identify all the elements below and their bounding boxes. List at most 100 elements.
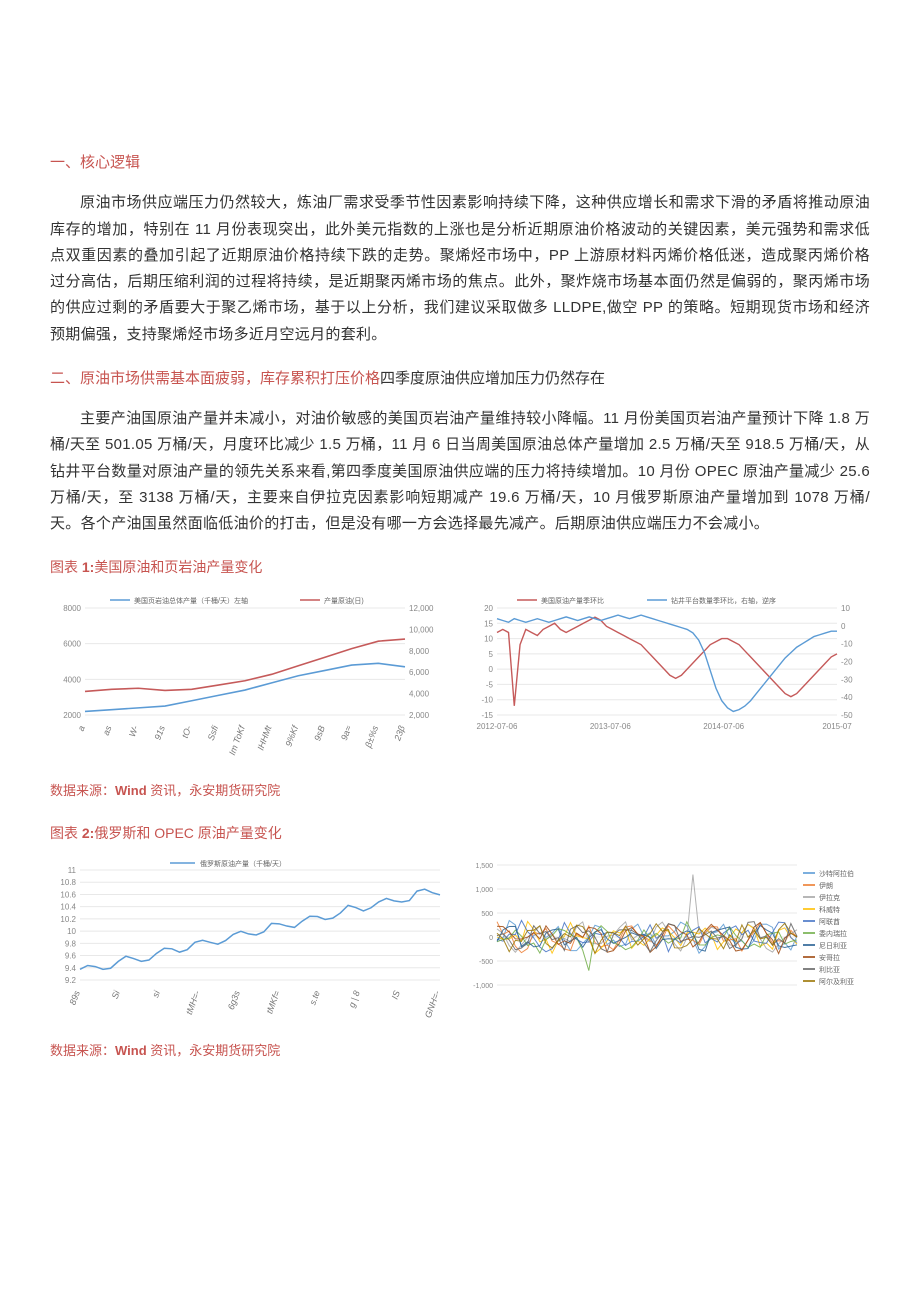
svg-text:10: 10 — [841, 604, 850, 613]
chart1-num: 1: — [82, 559, 94, 575]
svg-text:Ssfi: Ssfi — [206, 723, 221, 741]
svg-text:10: 10 — [67, 927, 76, 936]
svg-text:美国原油产量季环比: 美国原油产量季环比 — [541, 596, 604, 605]
chart-title-1: 图表 1:美国原油和页岩油产量变化 — [50, 555, 870, 580]
svg-text:2013-07-06: 2013-07-06 — [590, 722, 631, 731]
svg-text:1,500: 1,500 — [475, 863, 493, 870]
svg-text:产量原油(日): 产量原油(日) — [324, 596, 364, 605]
svg-text:9a≈: 9a≈ — [339, 724, 354, 742]
svg-text:-5: -5 — [486, 680, 494, 689]
chart1-right: -15-10-505101520-50-40-30-20-10010美国原油产量… — [467, 590, 870, 770]
chart2-text: 俄罗斯和 OPEC 原油产量变化 — [94, 825, 281, 841]
source-prefix-2: 数据来源： — [50, 1043, 115, 1058]
svg-text:89s: 89s — [68, 989, 83, 1007]
svg-text:委内瑞拉: 委内瑞拉 — [819, 929, 847, 938]
paragraph-1: 原油市场供应端压力仍然较大，炼油厂需求受季节性因素影响持续下降，这种供应增长和需… — [50, 190, 870, 348]
chart2-num: 2: — [82, 825, 94, 841]
svg-text:9sB: 9sB — [312, 724, 327, 742]
svg-text:尼日利亚: 尼日利亚 — [819, 941, 847, 950]
svg-text:12,000: 12,000 — [409, 604, 434, 613]
svg-text:美国页岩油总体产量（千桶/天）左轴: 美国页岩油总体产量（千桶/天）左轴 — [134, 596, 248, 605]
svg-text:0: 0 — [841, 622, 846, 631]
source-bold-2: Wind — [115, 1043, 150, 1058]
data-source-1: 数据来源：Wind 资讯，永安期货研究院 — [50, 780, 870, 803]
svg-text:-30: -30 — [841, 675, 853, 684]
chart-row-1: 2000 4000 6000 8000 2,000 4,000 6,000 8,000 10,0… — [50, 590, 870, 770]
svg-text:g | 8: g | 8 — [347, 989, 362, 1009]
svg-text:W-: W- — [127, 724, 140, 738]
svg-text:-40: -40 — [841, 693, 853, 702]
chart2-prefix: 图表 — [50, 825, 82, 841]
paragraph-2: 主要产油国原油产量并未减小，对油价敏感的美国页岩油产量维持较小降幅。11 月份美… — [50, 406, 870, 537]
section-heading-1: 一、核心逻辑 — [50, 150, 870, 176]
svg-text:阿尔及利亚: 阿尔及利亚 — [819, 977, 854, 986]
svg-text:9.8: 9.8 — [65, 939, 77, 948]
svg-text:6g3s: 6g3s — [226, 989, 242, 1011]
svg-text:8,000: 8,000 — [409, 647, 430, 656]
svg-text:9.6: 9.6 — [65, 952, 77, 961]
svg-text:利比亚: 利比亚 — [819, 965, 840, 974]
svg-text:6,000: 6,000 — [409, 668, 430, 677]
svg-text:2015-07: 2015-07 — [822, 722, 852, 731]
chart1-text: 美国原油和页岩油产量变化 — [94, 559, 262, 575]
source-prefix-1: 数据来源： — [50, 783, 115, 798]
chart-row-2: 9.2 9.4 9.6 9.8 10 10.2 10.4 10.6 10.8 11 俄罗斯原油产量（… — [50, 855, 870, 1030]
svg-text:tO-: tO- — [180, 724, 194, 739]
svg-text:科威特: 科威特 — [819, 905, 840, 914]
svg-text:10.4: 10.4 — [60, 903, 76, 912]
svg-text:钻井平台数量季环比，右轴，逆序: 钻井平台数量季环比，右轴，逆序 — [671, 596, 776, 605]
chart2-left: 9.2 9.4 9.6 9.8 10 10.2 10.4 10.6 10.8 11 俄罗斯原油产量（… — [50, 855, 453, 1030]
svg-text:4000: 4000 — [63, 675, 81, 684]
chart1-prefix: 图表 — [50, 559, 82, 575]
svg-text:91s: 91s — [153, 724, 168, 742]
svg-text:9.4: 9.4 — [65, 964, 77, 973]
svg-text:-15: -15 — [481, 711, 493, 720]
svg-text:-20: -20 — [841, 657, 853, 666]
chart1-left: 2000 4000 6000 8000 2,000 4,000 6,000 8,000 10,0… — [50, 590, 453, 770]
svg-text:tMH=-: tMH=- — [184, 989, 202, 1016]
svg-text:10.8: 10.8 — [60, 878, 76, 887]
svg-text:GNH=-: GNH=- — [423, 989, 442, 1019]
svg-text:5: 5 — [489, 650, 494, 659]
svg-text:10.2: 10.2 — [60, 915, 76, 924]
svg-text:-50: -50 — [841, 711, 853, 720]
svg-text:0: 0 — [489, 935, 493, 942]
svg-text:9.2: 9.2 — [65, 976, 77, 985]
svg-text:tMKf=: tMKf= — [264, 989, 282, 1015]
svg-text:沙特阿拉伯: 沙特阿拉伯 — [819, 869, 854, 878]
svg-text:-1,000: -1,000 — [473, 983, 493, 990]
svg-text:10,000: 10,000 — [409, 625, 434, 634]
svg-text:-500: -500 — [479, 959, 493, 966]
svg-text:2012-07-06: 2012-07-06 — [477, 722, 518, 731]
svg-text:伊朗: 伊朗 — [819, 881, 833, 890]
svg-text:IHHMt: IHHMt — [255, 724, 273, 752]
source-bold-1: Wind — [115, 783, 150, 798]
svg-text:si: si — [150, 988, 162, 998]
svg-text:Im ToKf: Im ToKf — [227, 723, 247, 757]
svg-text:4,000: 4,000 — [409, 689, 430, 698]
svg-text:8000: 8000 — [63, 604, 81, 613]
source-rest-1: 资讯，永安期货研究院 — [150, 783, 280, 798]
svg-text:as: as — [101, 724, 114, 737]
svg-text:9%Kf: 9%Kf — [283, 723, 300, 748]
svg-text:β±%s: β±%s — [363, 724, 381, 750]
svg-text:安哥拉: 安哥拉 — [819, 953, 840, 962]
svg-text:11: 11 — [68, 866, 77, 875]
svg-text:2,000: 2,000 — [409, 711, 430, 720]
svg-text:500: 500 — [481, 911, 493, 918]
svg-text:-10: -10 — [841, 639, 853, 648]
heading-2-black: 四季度原油供应增加压力仍然存在 — [380, 370, 605, 387]
svg-text:10.6: 10.6 — [60, 890, 76, 899]
svg-text:俄罗斯原油产量（千桶/天）: 俄罗斯原油产量（千桶/天） — [200, 859, 286, 868]
svg-text:10: 10 — [484, 634, 493, 643]
svg-text:15: 15 — [484, 619, 493, 628]
chart-title-2: 图表 2:俄罗斯和 OPEC 原油产量变化 — [50, 821, 870, 846]
svg-text:2014-07-06: 2014-07-06 — [703, 722, 744, 731]
data-source-2: 数据来源：Wind 资讯，永安期货研究院 — [50, 1040, 870, 1063]
svg-text:2000: 2000 — [63, 711, 81, 720]
svg-text:Si: Si — [110, 988, 122, 1000]
section-heading-2: 二、原油市场供需基本面疲弱，库存累积打压价格四季度原油供应增加压力仍然存在 — [50, 366, 870, 392]
svg-text:IS: IS — [390, 989, 402, 1000]
svg-text:伊拉克: 伊拉克 — [819, 893, 840, 902]
svg-text:6000: 6000 — [63, 639, 81, 648]
